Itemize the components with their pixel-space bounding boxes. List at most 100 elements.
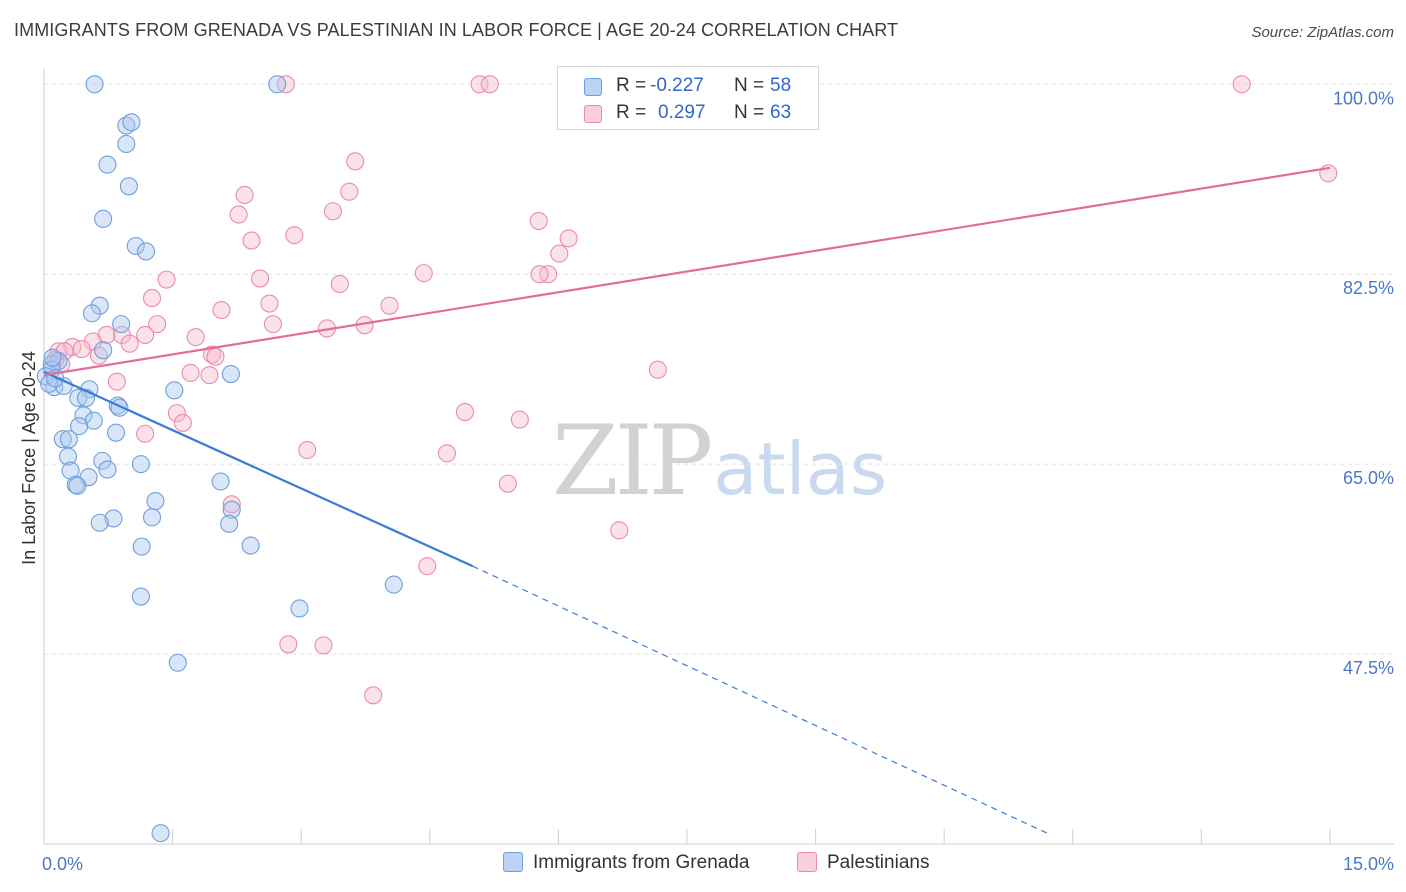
x-tick-label-min: 0.0% (42, 854, 83, 874)
grenada-trend-extension (472, 565, 1048, 834)
palestinians-point (364, 686, 383, 705)
palestinians-point (330, 274, 349, 294)
legend-n-value: 63 (770, 102, 792, 123)
trend-lines (43, 166, 1331, 834)
legend-label-grenada: Immigrants from Grenada (533, 852, 750, 873)
palestinians-point (648, 360, 667, 379)
palestinians-point (157, 270, 176, 289)
legend-item-palestinians: Palestinians (797, 852, 929, 876)
grenada-point (106, 423, 126, 442)
grenada-point (290, 599, 309, 618)
grenada-point (211, 472, 230, 491)
grenada-point (98, 155, 117, 174)
grenada-point (53, 430, 72, 449)
legend-swatch-palestinians (584, 105, 602, 123)
palestinians-point (323, 202, 342, 221)
palestinians-point (530, 265, 549, 284)
grenada-trend-line (43, 370, 474, 568)
y-tick-label: 65.0% (1343, 468, 1394, 488)
grenada-point (131, 587, 150, 606)
palestinians-point (107, 372, 126, 391)
grenada-point (43, 348, 62, 367)
legend-r-value: -0.227 (650, 75, 704, 96)
grenada-point (61, 461, 80, 480)
grenada-point (146, 491, 165, 511)
palestinians-point (340, 182, 359, 201)
axes (43, 68, 1394, 845)
x-tick-label-max: 15.0% (1343, 854, 1394, 874)
palestinians-point (250, 269, 270, 288)
grenada-point (142, 508, 162, 527)
palestinians-point (418, 557, 437, 576)
palestinians-point (148, 315, 167, 334)
legend-row-palestinians: R = 0.297 N = 63 (558, 100, 820, 128)
x-ticks (43, 829, 1331, 844)
palestinians-point (380, 296, 399, 315)
palestinians-point (206, 347, 225, 366)
y-tick-label: 100.0% (1333, 88, 1394, 108)
palestinians-point (279, 635, 298, 654)
palestinians-point (142, 289, 162, 308)
legend-r-label: R = (616, 102, 647, 123)
grenada-point (241, 536, 260, 555)
grenada-point (268, 75, 287, 94)
grenada-point (220, 514, 239, 533)
chart-title: IMMIGRANTS FROM GRENADA VS PALESTINIAN I… (14, 20, 899, 40)
legend-label-palestinians: Palestinians (827, 852, 930, 873)
y-axis-title: In Labor Force | Age 20-24 (19, 351, 39, 565)
palestinians-point (202, 345, 222, 364)
grenada-point (69, 388, 88, 407)
grenada-point (122, 113, 141, 132)
grenada-point (85, 75, 104, 94)
palestinians-point (212, 300, 231, 320)
grenada-points (36, 75, 403, 843)
palestinians-point (235, 185, 254, 205)
palestinians-point (559, 229, 578, 248)
palestinians-point (173, 413, 192, 432)
palestinians-point (200, 366, 219, 385)
grenada-point (90, 296, 109, 315)
palestinians-point (455, 402, 475, 422)
grenada-point (59, 430, 78, 449)
legend-swatch-grenada (584, 78, 602, 96)
palestinians-point (550, 244, 569, 263)
palestinians-point (181, 363, 200, 383)
grenada-point (126, 236, 145, 256)
grenada-point (222, 500, 241, 519)
grenada-point (384, 575, 403, 594)
y-tick-labels: 47.5% 65.0% 82.5% 100.0% (1333, 88, 1394, 678)
palestinians-point (437, 444, 456, 463)
legend-n-label: N = (734, 75, 765, 96)
grenada-point (151, 824, 170, 843)
grenada-point (132, 537, 151, 556)
grenada-point (82, 304, 102, 323)
grenada-point (117, 134, 136, 154)
palestinians-point (186, 328, 205, 347)
palestinians-point (529, 211, 548, 231)
grenada-point (119, 177, 138, 196)
grenada-point (58, 447, 78, 466)
palestinians-point (136, 325, 155, 345)
palestinians-point (222, 495, 241, 514)
legend-swatch-palestinians (797, 852, 817, 872)
legend-n-value: 58 (770, 75, 792, 96)
palestinians-point (314, 636, 333, 655)
palestinians-point (120, 334, 139, 353)
palestinians-point (263, 315, 282, 334)
y-tick-label: 47.5% (1343, 658, 1394, 678)
palestinians-point (510, 410, 529, 429)
legend-row-grenada: R = -0.227 N = 58 (558, 73, 820, 101)
grenada-point (104, 509, 123, 528)
grenada-point (74, 406, 93, 425)
grenada-point (117, 116, 136, 135)
grenada-point (68, 476, 87, 495)
grenada-point (165, 381, 184, 400)
grenada-point (136, 242, 156, 261)
grenada-point (94, 209, 113, 228)
palestinians-points (46, 75, 1338, 705)
legend-n-label: N = (734, 102, 765, 123)
grenada-point (98, 460, 117, 479)
palestinians-point (136, 424, 155, 443)
palestinians-point (610, 521, 629, 540)
